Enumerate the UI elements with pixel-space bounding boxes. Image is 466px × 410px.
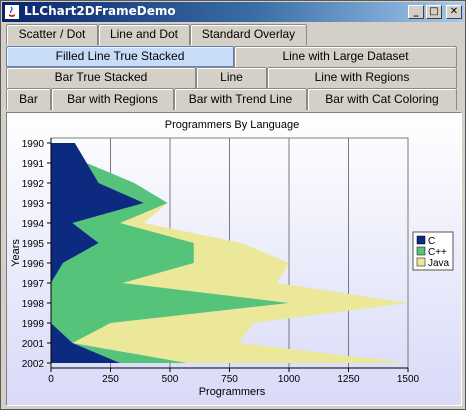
tab-filled-line-true-stacked[interactable]: Filled Line True Stacked bbox=[6, 46, 234, 67]
close-button[interactable]: ✕ bbox=[446, 5, 462, 19]
x-axis-label: Programmers bbox=[199, 386, 266, 398]
y-tick-label: 1998 bbox=[22, 299, 45, 310]
x-tick-label: 250 bbox=[102, 374, 119, 385]
maximize-button[interactable]: □ bbox=[426, 5, 442, 19]
y-tick-label: 1990 bbox=[22, 139, 45, 150]
y-tick-label: 1994 bbox=[22, 219, 45, 230]
tab-bar-with-trend-line[interactable]: Bar with Trend Line bbox=[174, 88, 307, 110]
tab-bar-with-cat-coloring[interactable]: Bar with Cat Coloring bbox=[307, 88, 457, 110]
tab-bar-with-regions[interactable]: Bar with Regions bbox=[51, 88, 174, 110]
tab-scatter-dot[interactable]: Scatter / Dot bbox=[6, 24, 98, 45]
x-tick-label: 1000 bbox=[278, 374, 301, 385]
y-tick-label: 1991 bbox=[22, 159, 45, 170]
x-tick-label: 0 bbox=[48, 374, 54, 385]
legend-swatch bbox=[416, 257, 426, 267]
legend: CC++Java bbox=[412, 231, 454, 271]
title-bar[interactable]: LLChart2DFrameDemo _ □ ✕ bbox=[2, 2, 464, 22]
chart-title: Programmers By Language bbox=[165, 119, 300, 131]
chart: Programmers By Language 1990 1991 1992 1993… bbox=[7, 113, 461, 405]
tab-bar-true-stacked[interactable]: Bar True Stacked bbox=[6, 67, 196, 88]
legend-label: C bbox=[428, 236, 435, 247]
tab-line-with-regions[interactable]: Line with Regions bbox=[267, 67, 457, 88]
area-series-java bbox=[72, 143, 409, 363]
y-tick-label: 1993 bbox=[22, 199, 45, 210]
y-tick-label: 2001 bbox=[22, 339, 45, 350]
y-axis-label: Years bbox=[10, 239, 22, 267]
x-tick-label: 1500 bbox=[397, 374, 420, 385]
y-tick-label: 1999 bbox=[22, 319, 45, 330]
tab-line-with-large-dataset[interactable]: Line with Large Dataset bbox=[234, 46, 457, 67]
y-tick-label: 1995 bbox=[22, 239, 45, 250]
tab-line[interactable]: Line bbox=[196, 67, 267, 88]
minimize-button[interactable]: _ bbox=[408, 5, 424, 19]
y-tick-label: 2002 bbox=[22, 359, 45, 370]
tab-standard-overlay[interactable]: Standard Overlay bbox=[190, 24, 307, 45]
legend-swatch bbox=[416, 235, 426, 245]
area-series-c bbox=[51, 143, 144, 363]
java-icon bbox=[5, 5, 19, 19]
y-tick-label: 1996 bbox=[22, 259, 45, 270]
x-tick-label: 500 bbox=[162, 374, 179, 385]
window-title: LLChart2DFrameDemo bbox=[24, 4, 176, 18]
x-tick-label: 750 bbox=[221, 374, 238, 385]
x-tick-label: 1250 bbox=[337, 374, 360, 385]
legend-swatch bbox=[416, 246, 426, 256]
y-tick-label: 1997 bbox=[22, 279, 45, 290]
y-tick-label: 1992 bbox=[22, 179, 45, 190]
tab-bar[interactable]: Bar bbox=[6, 88, 51, 110]
tab-line-and-dot[interactable]: Line and Dot bbox=[98, 24, 190, 45]
area-series-cpp bbox=[51, 143, 289, 363]
legend-label: Java bbox=[428, 258, 450, 269]
legend-label: C++ bbox=[428, 247, 447, 258]
